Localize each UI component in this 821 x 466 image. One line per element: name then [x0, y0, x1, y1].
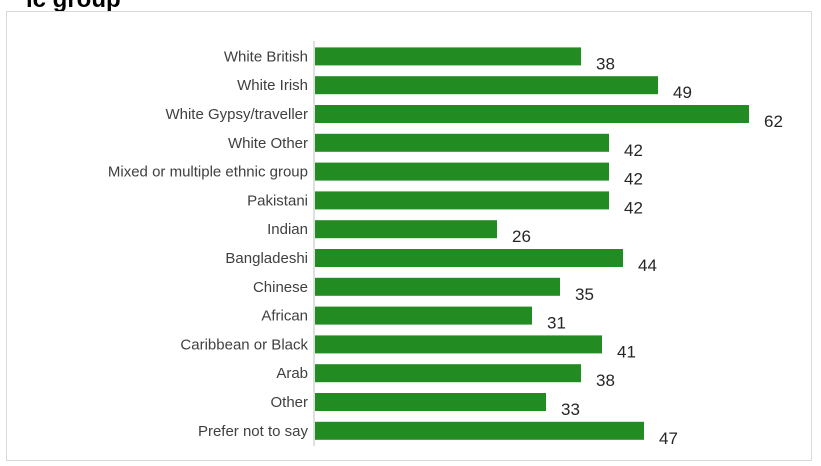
bar-3 — [315, 134, 609, 152]
bar-5 — [315, 191, 609, 209]
bar-0 — [315, 47, 581, 65]
data-label: 42 — [624, 198, 643, 217]
bar-1 — [315, 76, 658, 94]
data-label: 42 — [624, 141, 643, 160]
data-label: 41 — [617, 342, 636, 361]
data-label: 62 — [764, 112, 783, 131]
category-label: White British — [224, 48, 308, 65]
bar-13 — [315, 422, 644, 440]
category-label: White Other — [228, 135, 308, 152]
data-label: 44 — [638, 256, 657, 275]
category-label: White Irish — [237, 77, 308, 94]
data-label: 35 — [575, 285, 594, 304]
data-label: 33 — [561, 400, 580, 419]
data-label: 38 — [596, 54, 615, 73]
bar-4 — [315, 163, 609, 181]
data-label: 47 — [659, 429, 678, 448]
bar-12 — [315, 393, 546, 411]
bar-2 — [315, 105, 749, 123]
data-label: 26 — [512, 227, 531, 246]
bar-9 — [315, 307, 532, 325]
category-label: African — [261, 308, 308, 325]
category-label: Arab — [276, 365, 308, 382]
data-label: 38 — [596, 371, 615, 390]
data-label: 31 — [547, 314, 566, 333]
category-label: Indian — [267, 221, 308, 238]
bar-6 — [315, 220, 497, 238]
bar-7 — [315, 249, 623, 267]
bar-10 — [315, 335, 602, 353]
category-label: White Gypsy/traveller — [165, 106, 308, 123]
data-label: 42 — [624, 170, 643, 189]
bar-8 — [315, 278, 560, 296]
category-label: Caribbean or Black — [180, 336, 308, 353]
category-label: Prefer not to say — [198, 423, 309, 440]
bar-11 — [315, 364, 581, 382]
category-label: Bangladeshi — [225, 250, 308, 267]
category-label: Pakistani — [247, 192, 308, 209]
data-label: 49 — [673, 83, 692, 102]
category-label: Other — [270, 394, 308, 411]
category-label: Mixed or multiple ethnic group — [108, 164, 308, 181]
category-label: Chinese — [253, 279, 308, 296]
